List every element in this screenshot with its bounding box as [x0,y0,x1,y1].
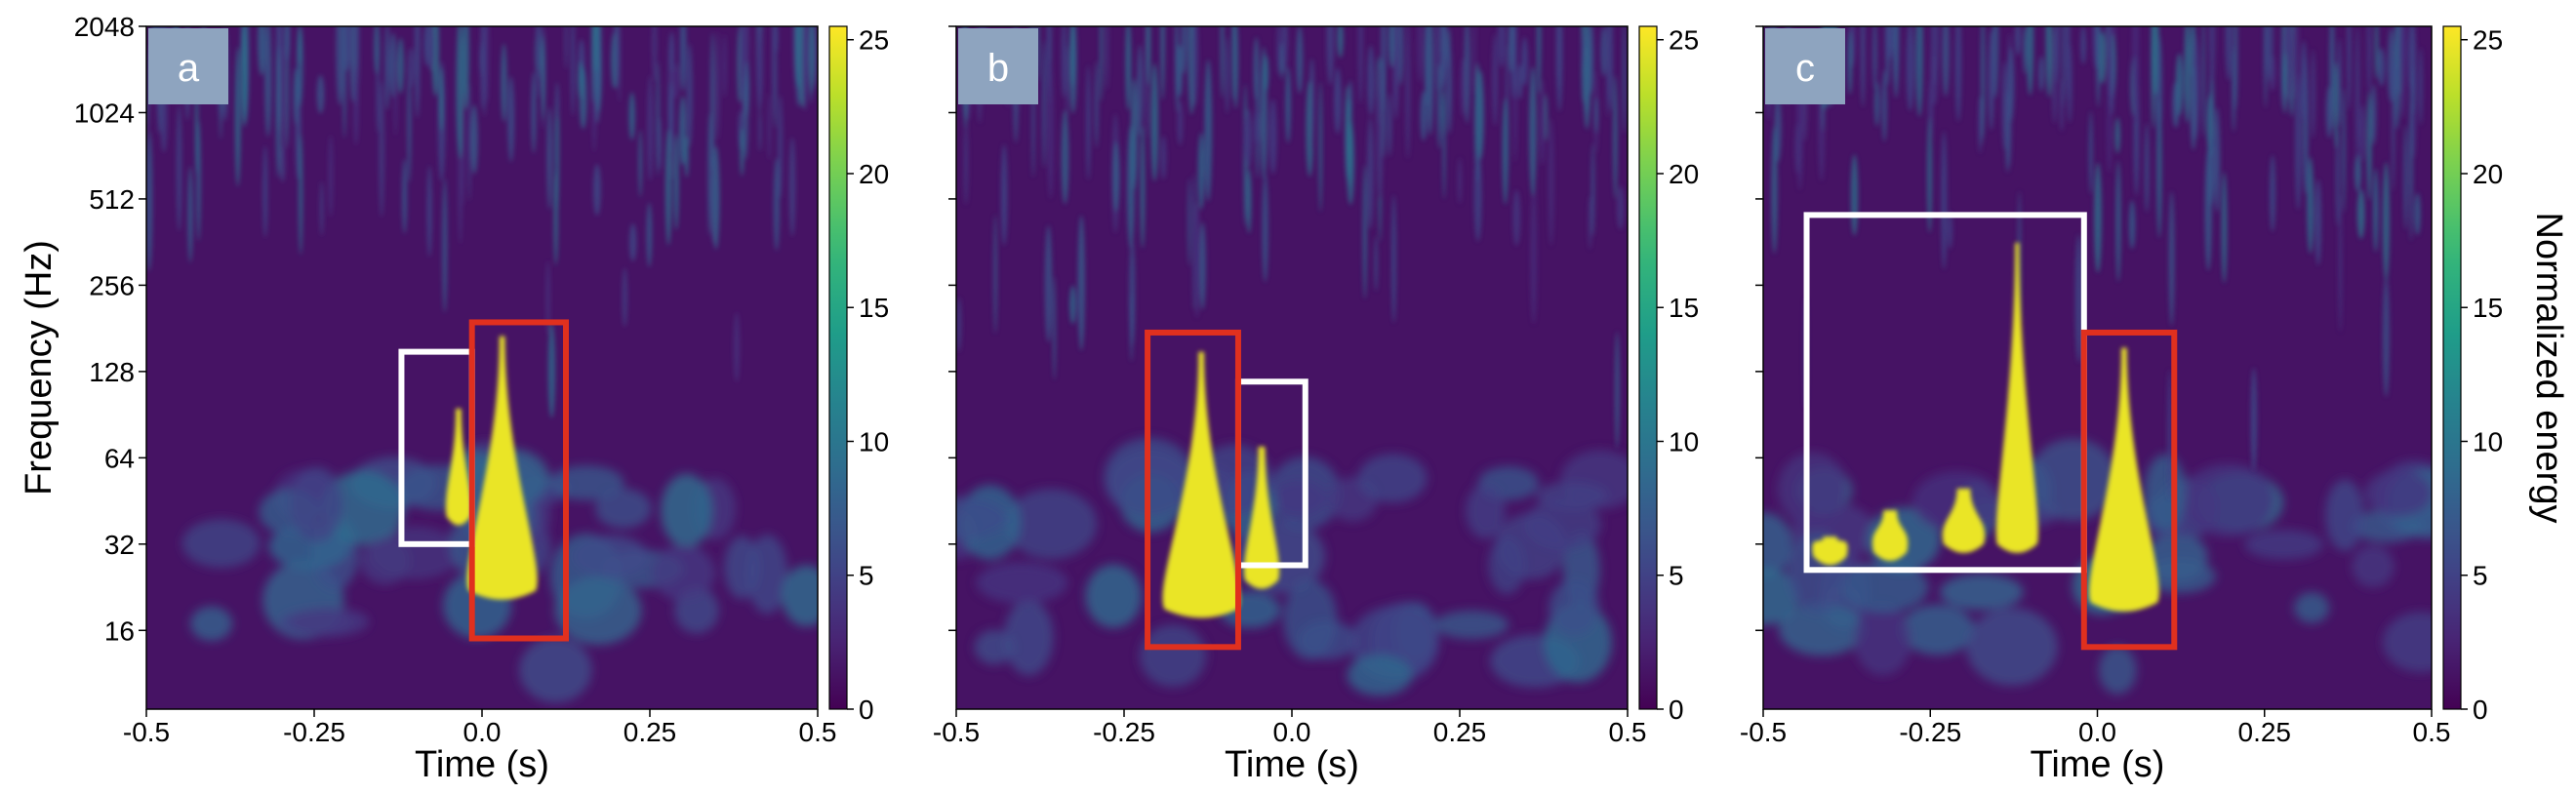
colorbar-scale-a [828,25,848,710]
colorbar-tick-label-b: 25 [1669,25,1699,56]
panel-badge-a [148,28,228,104]
x-tick-label-a: -0.25 [283,717,345,747]
colorbar-tick-label-c: 20 [2473,159,2503,189]
red-box-c [2080,329,2178,651]
colorbar-tick-label-a: 20 [859,159,889,189]
colorbar-tick-label-c: 25 [2473,25,2503,56]
colorbar-tick-label-b: 10 [1669,426,1699,457]
colorbar-tick-label-b: 15 [1669,293,1699,323]
panel-letter-a: a [178,47,200,90]
colorbar-tick-label-c: 10 [2473,426,2503,457]
red-box-a [468,319,569,642]
panel-badge-c [1765,28,1845,104]
x-tick-label-c: 0.0 [2078,717,2116,747]
y-axis-title: Frequency (Hz) [19,240,60,496]
colorbar-c: 0 5 10 15 20 25 Normalized energy [2442,25,2569,725]
colorbar-scale-b [1638,25,1658,710]
y-tick-label-a: 32 [104,530,135,560]
x-tick-label-b: -0.25 [1093,717,1155,747]
spectrogram-b [956,26,1628,709]
y-tick-label-a: 16 [104,615,135,646]
spectrogram-c [1763,26,2432,709]
x-tick-label-c: 0.5 [2413,717,2451,747]
panel-letter-b: b [987,47,1009,90]
x-tick-label-b: 0.25 [1433,717,1487,747]
colorbar-b: 0 5 10 15 20 25 [1638,25,1699,725]
colorbar-tick-label-c: 5 [2473,561,2488,591]
colorbar-tick-label-a: 15 [859,293,889,323]
colorbar-tick-label-c: 0 [2473,695,2488,725]
y-tick-label-a: 64 [104,443,135,473]
x-tick-label-c: 0.25 [2238,717,2292,747]
panel-letter-c: c [1795,47,1815,90]
x-tick-label-a: 0.0 [463,717,502,747]
x-axis-title-b: Time (s) [1225,744,1359,785]
y-tick-label-a: 512 [89,184,135,215]
colorbar-tick-label-c: 15 [2473,293,2503,323]
colorbar-tick-label-a: 5 [859,561,874,591]
colorbar-tick-label-b: 5 [1669,561,1684,591]
colorbar-tick-label-b: 20 [1669,159,1699,189]
panel-a: a -0.5 -0.25 0.0 0.25 0.5 Time (s) 16 32 64 128 256… [19,12,889,785]
y-tick-label-a: 1024 [74,98,135,128]
panel-badge-b [958,28,1038,104]
colorbar-tick-label-a: 0 [859,695,874,725]
panel-b: b -0.5 -0.25 0.0 0.25 0.5 Time (s) 0 5 10 15 20 25 [933,25,1699,785]
y-tick-label-a: 256 [89,270,135,300]
x-tick-label-a: 0.25 [624,717,677,747]
colorbar-tick-label-b: 0 [1669,695,1684,725]
spectrogram-a [146,26,818,709]
red-box-b [1145,329,1241,651]
y-tick-label-a: 128 [89,357,135,387]
panel-c: c -0.5 -0.25 0.0 0.25 0.5 Time (s) 0 5 10 15 20 25 No… [1740,25,2569,785]
x-tick-label-b: -0.5 [933,717,980,747]
x-axis-title-c: Time (s) [2031,744,2165,785]
x-tick-label-b: 0.5 [1609,717,1647,747]
x-tick-label-b: 0.0 [1273,717,1311,747]
colorbar-tick-label-a: 25 [859,25,889,56]
x-tick-label-c: -0.25 [1899,717,1961,747]
colorbar-scale-c [2442,25,2462,710]
colorbar-a: 0 5 10 15 20 25 [828,25,889,725]
x-tick-label-c: -0.5 [1740,717,1787,747]
x-tick-label-a: -0.5 [123,717,170,747]
colorbar-title: Normalized energy [2528,213,2569,524]
x-axis-title-a: Time (s) [415,744,549,785]
x-tick-label-a: 0.5 [799,717,837,747]
colorbar-tick-label-a: 10 [859,426,889,457]
y-tick-label-a: 2048 [74,12,135,42]
